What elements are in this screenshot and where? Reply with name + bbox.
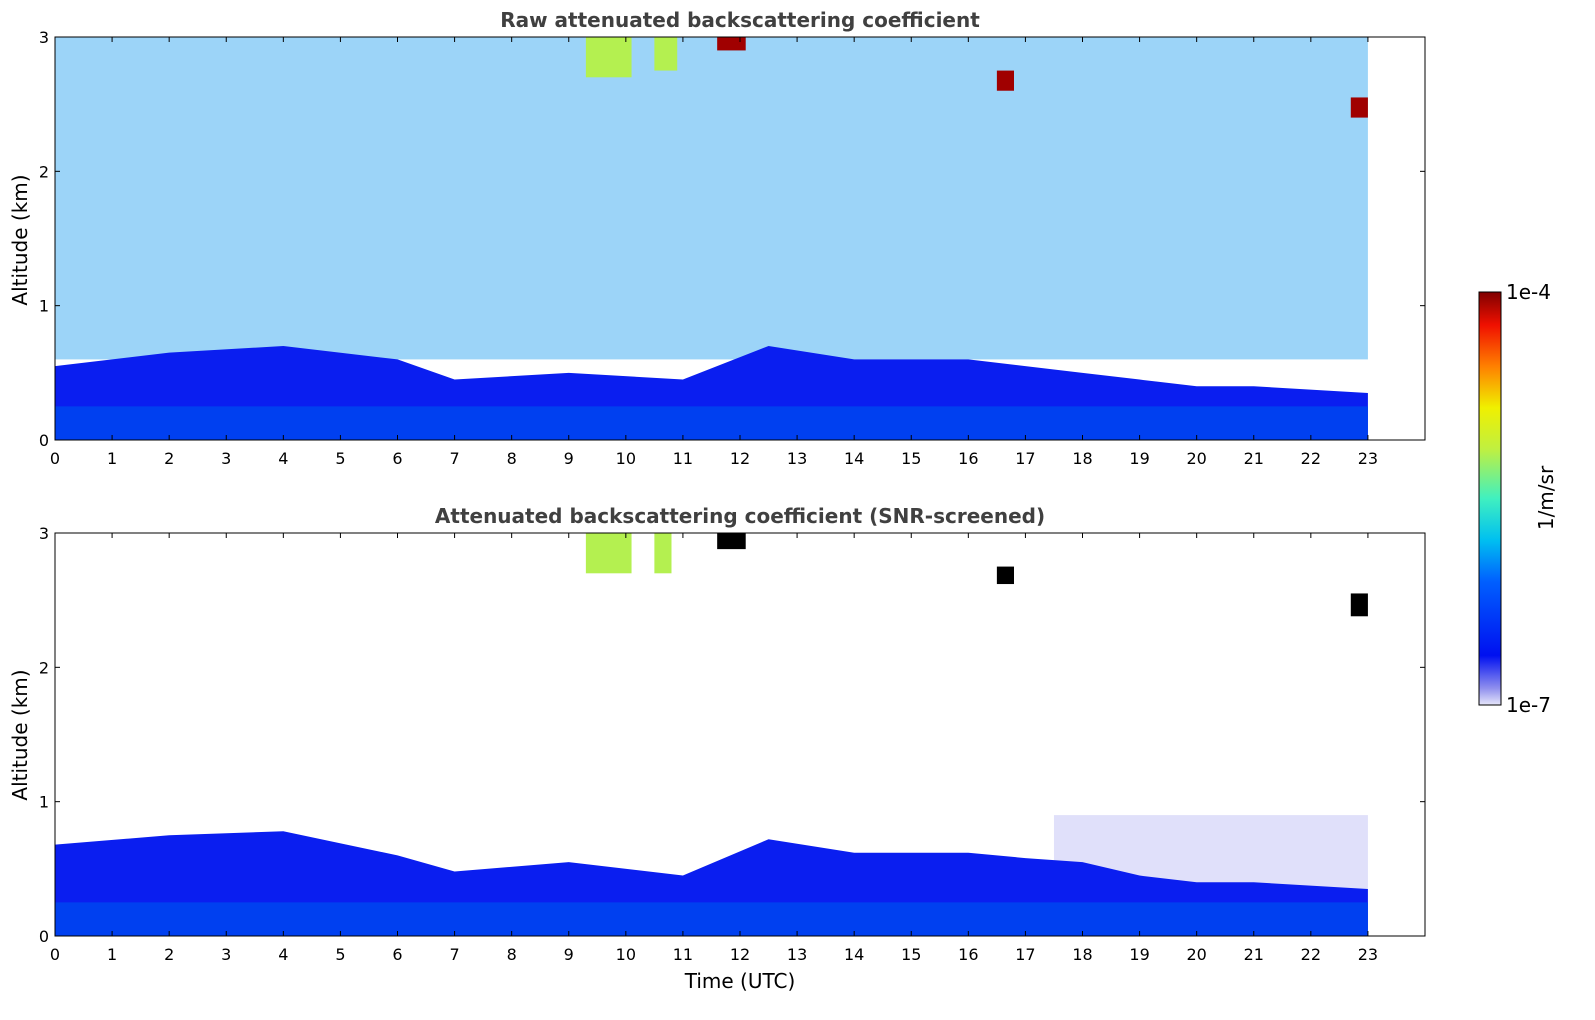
x-tick-label: 20 <box>1186 449 1206 468</box>
x-tick-label: 4 <box>278 945 288 964</box>
y-axis: 0 1 2 3 <box>39 28 1425 450</box>
x-tick-label: 2 <box>164 945 174 964</box>
y-tick-label: 1 <box>39 297 49 316</box>
x-tick-label: 1 <box>107 449 117 468</box>
x-tick-label: 3 <box>221 449 231 468</box>
x-tick-label: 4 <box>278 449 288 468</box>
noise-background <box>55 37 1368 360</box>
cloud-feature <box>1350 97 1368 118</box>
x-tick-label: 22 <box>1301 945 1321 964</box>
y-tick-label: 1 <box>39 793 49 812</box>
surface-layer-region <box>55 406 1368 440</box>
snr-screened-panel: Attenuated backscattering coefficient (S… <box>8 504 1426 993</box>
x-tick-label: 21 <box>1244 449 1264 468</box>
x-tick-label: 18 <box>1072 945 1092 964</box>
colorbar-gradient <box>1478 291 1502 706</box>
heatmap-layer <box>55 533 1368 936</box>
x-tick-label: 16 <box>958 449 978 468</box>
x-tick-label: 13 <box>787 945 807 964</box>
surface-layer-region <box>55 902 1368 936</box>
x-tick-label: 17 <box>1015 945 1035 964</box>
x-tick-label: 11 <box>673 945 693 964</box>
x-tick-label: 2 <box>164 449 174 468</box>
y-tick-label: 2 <box>39 658 49 677</box>
x-tick-label: 12 <box>730 945 750 964</box>
chart-title: Attenuated backscattering coefficient (S… <box>435 504 1045 528</box>
cloud-feature <box>654 37 678 71</box>
x-tick-label: 6 <box>392 449 402 468</box>
y-axis-label: Altitude (km) <box>8 174 32 305</box>
cloud-feature <box>717 37 746 51</box>
x-tick-label: 14 <box>844 945 864 964</box>
cloud-feature <box>717 533 746 550</box>
x-tick-label: 13 <box>787 449 807 468</box>
x-tick-label: 10 <box>616 945 636 964</box>
y-tick-label: 0 <box>39 431 49 450</box>
x-axis: 0 1 2 3 4 5 6 7 8 9 10 11 12 13 14 15 16 17 18 19 20 21 22 23 <box>50 37 1378 468</box>
x-tick-label: 3 <box>221 945 231 964</box>
x-tick-label: 21 <box>1244 945 1264 964</box>
x-tick-label: 7 <box>449 945 459 964</box>
raw-backscatter-panel: Raw attenuated backscattering coefficien… <box>8 8 1426 468</box>
x-tick-label: 9 <box>564 449 574 468</box>
y-axis-label: Altitude (km) <box>8 669 32 800</box>
x-tick-label: 22 <box>1301 449 1321 468</box>
cloud-feature <box>996 70 1014 91</box>
cloud-feature <box>585 37 632 78</box>
x-tick-label: 8 <box>507 449 517 468</box>
x-tick-label: 12 <box>730 449 750 468</box>
x-axis-label: Time (UTC) <box>684 969 796 993</box>
colorbar-unit-label: 1/m/sr <box>1534 465 1558 530</box>
chart-title: Raw attenuated backscattering coefficien… <box>500 8 980 32</box>
colorbar-min-label: 1e-7 <box>1506 693 1551 717</box>
x-tick-label: 6 <box>392 945 402 964</box>
x-tick-label: 9 <box>564 945 574 964</box>
x-tick-label: 17 <box>1015 449 1035 468</box>
x-tick-label: 5 <box>335 945 345 964</box>
x-tick-label: 23 <box>1358 449 1378 468</box>
cloud-feature <box>654 533 672 574</box>
x-tick-label: 14 <box>844 449 864 468</box>
x-tick-label: 5 <box>335 449 345 468</box>
x-tick-label: 19 <box>1129 945 1149 964</box>
y-axis: 0 1 2 3 <box>39 524 1425 946</box>
y-tick-label: 3 <box>39 524 49 543</box>
x-tick-label: 20 <box>1186 945 1206 964</box>
y-tick-label: 2 <box>39 162 49 181</box>
cloud-feature <box>585 533 632 574</box>
x-tick-label: 10 <box>616 449 636 468</box>
x-tick-label: 0 <box>50 449 60 468</box>
colorbar-max-label: 1e-4 <box>1506 280 1551 304</box>
cloud-feature <box>996 566 1014 585</box>
x-tick-label: 7 <box>449 449 459 468</box>
x-tick-label: 15 <box>901 945 921 964</box>
x-tick-label: 11 <box>673 449 693 468</box>
y-tick-label: 0 <box>39 927 49 946</box>
x-tick-label: 16 <box>958 945 978 964</box>
x-tick-label: 19 <box>1129 449 1149 468</box>
x-tick-label: 15 <box>901 449 921 468</box>
x-tick-label: 18 <box>1072 449 1092 468</box>
cloud-feature <box>1350 593 1368 617</box>
heatmap-layer <box>55 37 1368 440</box>
x-tick-label: 23 <box>1358 945 1378 964</box>
x-tick-label: 1 <box>107 945 117 964</box>
x-axis: 0 1 2 3 4 5 6 7 8 9 10 11 12 13 14 15 16 17 18 19 20 21 22 23 <box>50 533 1378 964</box>
y-tick-label: 3 <box>39 28 49 47</box>
colorbar: 1e-4 1e-7 1/m/sr <box>1478 280 1558 717</box>
x-tick-label: 0 <box>50 945 60 964</box>
x-tick-label: 8 <box>507 945 517 964</box>
